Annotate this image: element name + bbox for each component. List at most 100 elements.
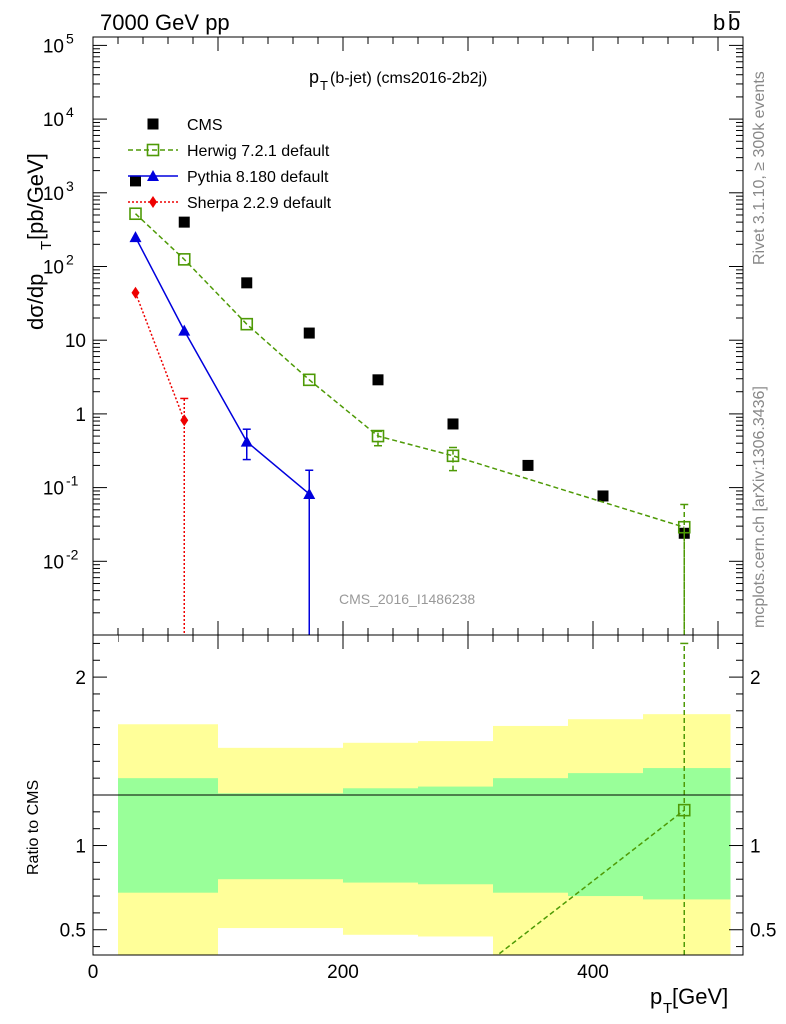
legend-entry: Sherpa 2.2.9 default: [128, 195, 332, 212]
main-title-sub: T: [320, 78, 328, 93]
inner-band: [568, 773, 643, 897]
process-bbar: b: [728, 10, 740, 35]
ylabel-rest: [pb/GeV]: [23, 153, 48, 240]
below-band: [218, 928, 343, 955]
data-point: [371, 429, 385, 443]
legend-label: Herwig 7.2.1 default: [187, 143, 330, 160]
ratio-panel: 0.5 0.5 1 1 2 2 0 200 400 Ratio to CMS p T [GeV]: [25, 634, 777, 1017]
xlabel-sub: T: [663, 1000, 672, 1017]
ratio-tick-labels: 0.5 0.5 1 1 2 2 0 200 400: [60, 668, 777, 983]
y-tick-base: 10: [43, 552, 64, 573]
legend-entry: CMS: [147, 117, 223, 134]
main-title: p T (b-jet) (cms2016-2b2j): [309, 67, 487, 93]
series-pythia: [129, 231, 316, 635]
y-tick-base: 10: [43, 110, 64, 131]
below-band: [418, 936, 493, 955]
ratio-y-tick-label: 2: [75, 668, 86, 689]
data-point: [303, 487, 316, 499]
data-point: [372, 374, 384, 386]
header-process-label: b b: [713, 10, 740, 35]
ratio-herwig-marker: [677, 803, 691, 817]
legend-label: CMS: [187, 117, 223, 134]
data-point: [302, 373, 316, 387]
data-point: [129, 231, 142, 243]
data-point: [446, 449, 460, 463]
y-tick-exponent: -1: [66, 473, 79, 489]
data-point: [597, 490, 609, 502]
data-point: [241, 277, 253, 289]
data-point: [240, 435, 253, 447]
y-tick-exponent: -2: [66, 546, 79, 562]
series-line: [134, 292, 185, 421]
data-point: [178, 324, 191, 336]
y-tick-base: 10: [43, 257, 64, 278]
series-cms: [130, 175, 690, 539]
y-tick-exponent: 3: [66, 178, 74, 194]
legend-label: Sherpa 2.2.9 default: [187, 195, 332, 212]
data-point: [178, 216, 190, 228]
rivet-version-label: Rivet 3.1.10, ≥ 300k events: [751, 71, 768, 265]
main-y-tick-label: 10 3: [43, 178, 74, 205]
ratio-y-axis-label: Ratio to CMS: [25, 780, 42, 875]
data-point: [180, 414, 189, 427]
xlabel-p: p: [650, 984, 662, 1009]
legend-label: Pythia 8.180 default: [187, 169, 329, 186]
x-tick-label: 400: [577, 962, 609, 983]
data-point: [130, 175, 141, 187]
x-axis-label: p T [GeV]: [650, 984, 728, 1017]
ratio-data: [496, 642, 691, 955]
main-title-rest: (b-jet) (cms2016-2b2j): [330, 70, 487, 87]
ylabel-sub: T: [38, 241, 55, 250]
inner-band: [418, 786, 493, 885]
y-tick-base: 10: [43, 479, 64, 500]
data-point: [447, 418, 459, 430]
inner-band: [343, 788, 418, 883]
legend: CMS Herwig 7.2.1 default Pythia 8.180 defa…: [128, 117, 332, 212]
y-tick-base: 10: [65, 331, 86, 352]
xlabel-rest: [GeV]: [672, 984, 728, 1009]
legend-marker: [149, 196, 157, 208]
ratio-frame: [92, 634, 744, 956]
y-tick-exponent: 5: [66, 30, 74, 46]
main-y-tick-label: 10 4: [43, 104, 74, 131]
main-y-axis-label: dσ/dp T [pb/GeV]: [23, 153, 55, 330]
inner-band: [643, 768, 731, 900]
main-y-tick-label: 10 -2: [43, 546, 79, 573]
main-title-p: p: [309, 67, 319, 87]
x-tick-label: 200: [327, 962, 359, 983]
watermark-analysis-id: CMS_2016_I1486238: [339, 591, 475, 607]
data-point: [131, 286, 140, 299]
process-b: b: [713, 10, 725, 35]
below-band: [343, 934, 418, 955]
series-herwig: [129, 207, 691, 635]
series-sherpa: [131, 286, 189, 635]
data-point: [129, 207, 142, 221]
y-tick-exponent: 4: [66, 104, 74, 120]
main-data: [129, 175, 691, 635]
ratio-herwig-line: [496, 809, 685, 955]
main-y-tick-label: 10 5: [43, 30, 74, 57]
ratio-y-tick-label: 0.5: [60, 921, 86, 942]
data-point: [303, 327, 315, 339]
ratio-y-tick-label-right: 1: [750, 837, 761, 858]
inner-band: [218, 793, 343, 880]
ratio-y-tick-label: 1: [75, 837, 86, 858]
x-tick-label: 0: [88, 962, 99, 983]
y-tick-base: 10: [43, 36, 64, 57]
y-tick-base: 10: [43, 184, 64, 205]
legend-marker: [147, 170, 159, 181]
data-point: [177, 253, 191, 266]
data-point: [677, 520, 691, 534]
ratio-y-tick-label-right: 2: [750, 668, 761, 689]
legend-marker: [147, 118, 159, 130]
inner-band: [118, 778, 218, 893]
series-line: [134, 213, 685, 528]
y-tick-exponent: 2: [66, 251, 74, 267]
ylabel-main: dσ/dp: [23, 274, 48, 330]
series-line: [134, 236, 310, 495]
main-y-tick-label: 10: [65, 331, 86, 352]
y-tick-base: 1: [75, 405, 86, 426]
ratio-y-tick-label-right: 0.5: [750, 921, 776, 942]
